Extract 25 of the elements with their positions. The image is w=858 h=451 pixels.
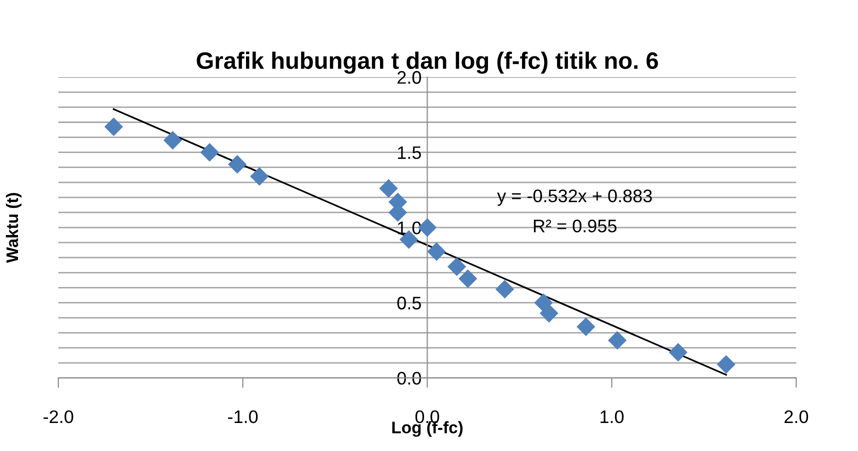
point bbox=[608, 331, 627, 350]
y-axis-title: Waktu (t) bbox=[6, 193, 22, 263]
x-tick-label: -1.0 bbox=[228, 410, 258, 424]
point bbox=[427, 242, 446, 261]
annotation: y = -0.532x + 0.883 bbox=[497, 190, 652, 206]
point bbox=[104, 117, 123, 136]
point bbox=[200, 143, 219, 162]
point bbox=[668, 343, 688, 362]
point bbox=[716, 355, 736, 374]
y-tick-label: 1.5 bbox=[398, 146, 421, 160]
point bbox=[447, 257, 466, 276]
x-tick-label: -2.0 bbox=[44, 410, 74, 424]
point bbox=[458, 269, 478, 288]
point bbox=[540, 304, 558, 323]
point bbox=[379, 179, 398, 198]
x-tick-label: 0.0 bbox=[415, 410, 440, 424]
point bbox=[163, 130, 182, 150]
y-tick-label: 0.5 bbox=[397, 296, 421, 310]
x-tick-label: 2.0 bbox=[784, 410, 808, 424]
point bbox=[495, 280, 514, 299]
point bbox=[228, 155, 247, 174]
x-tick-label: 1.0 bbox=[600, 410, 624, 424]
point bbox=[250, 167, 269, 186]
annotation: R² = 0.955 bbox=[534, 220, 617, 232]
point bbox=[576, 317, 596, 336]
